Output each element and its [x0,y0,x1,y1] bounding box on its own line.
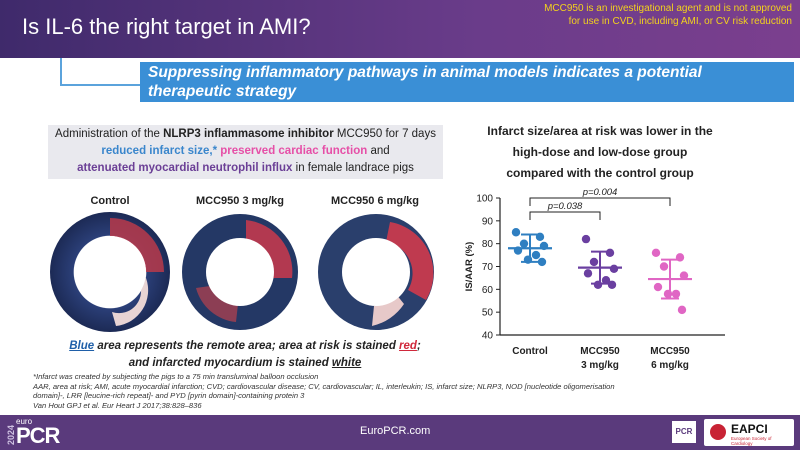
footer-bar: 2024 euro PCR EuroPCR.com PCR EAPCI Euro… [0,415,800,450]
summary-text: MCC950 for 7 days [333,128,436,140]
summary-highlight-inhibitor: NLRP3 inflammasome inhibitor [163,128,334,140]
image-label-control: Control [90,195,130,207]
y-tick-label: 90 [482,216,494,227]
logo-euro: euro [16,417,33,426]
x-tick-label: MCC950 [650,346,690,357]
significance-bracket [529,197,671,206]
heart-section-6mg-image [318,214,434,330]
chart-title-line: compared with the control group [506,166,694,180]
footer-url-link[interactable]: EuroPCR.com [360,425,431,437]
eapci-heart-icon [710,424,726,440]
caption-text: ; [416,340,421,352]
caption-text: area represents the remote area; area at… [94,340,400,352]
y-tick-label: 40 [482,331,494,342]
data-point [675,253,685,262]
data-point [677,305,687,315]
data-point [605,248,615,257]
data-point [663,289,673,299]
y-axis-label: IS/AAR (%) [464,242,475,292]
infarct-size-chart: 40 50 60 70 80 90 100 IS/AAR (%) Control MCC950 3 … [464,187,725,371]
data-point [511,228,521,237]
data-point [679,271,689,280]
data-point [609,264,619,273]
caption-red-word: red [399,340,417,352]
image-label-3mg: MCC950 3 mg/kg [195,195,285,207]
footnote-abbreviations: AAR, area at risk; AMI, acute myocardial… [33,381,615,401]
y-tick-label: 70 [482,262,494,273]
data-point [535,232,545,242]
data-point [671,289,681,299]
summary-highlight-infarct: reduced infarct size,* [101,145,218,157]
data-point [531,250,541,260]
data-point [653,282,663,292]
y-tick-label: 100 [476,194,493,205]
header-bar: Is IL-6 the right target in AMI? MCC950 … [0,0,800,58]
data-point [581,234,591,244]
caption-blue-word: Blue [69,340,95,352]
footnote-infarct: *Infarct was created by subjecting the p… [33,372,319,381]
image-label-6mg: MCC950 6 mg/kg [330,195,420,207]
summary-highlight-cardiac: preserved cardiac function [217,145,368,157]
heart-section-3mg-image [182,214,298,330]
p-value-label: p=0.038 [547,201,583,212]
eapci-logo-subtext: European Society of Cardiology [731,436,772,446]
y-tick-label: 80 [482,239,494,250]
disclaimer-text: MCC950 is an investigational agent and i… [544,3,792,27]
eapci-logo: EAPCI European Society of Cardiology [704,419,794,446]
chart-title-line: high-dose and low-dose group [512,145,688,159]
data-point [519,239,529,248]
summary-text: Administration of the [55,128,164,140]
heart-section-control-image [50,212,170,332]
footnote-reference: Van Hout GPJ et al. Eur Heart J 2017;38:… [33,400,202,410]
data-point [659,262,669,271]
image-caption: Blue area represents the remote area; ar… [40,338,450,372]
data-point [523,255,533,264]
data-point [513,246,523,255]
x-tick-label: 6 mg/kg [651,360,689,371]
y-tick-label: 60 [482,285,494,296]
data-point [539,241,549,251]
europcr-logo: PCR [16,423,60,448]
data-point [601,276,611,285]
data-point [589,257,599,267]
chart-title: Infarct size/area at risk was lower in t… [470,121,730,184]
eapci-logo-text: EAPCI [731,422,768,436]
summary-text: and [367,145,390,157]
page-title: Is IL-6 the right target in AMI? [22,14,311,39]
significance-bracket [529,211,601,220]
x-tick-label: MCC950 [580,346,620,357]
data-point [607,280,617,289]
footnotes: *Infarct was created by subjecting the p… [33,372,633,410]
x-tick-label: 3 mg/kg [581,360,619,371]
data-point [583,269,593,278]
logo-year: 2024 [6,424,16,445]
chart-title-line: Infarct size/area at risk was lower in t… [487,124,713,138]
data-point [651,248,661,257]
summary-text: in female landrace pigs [292,162,414,174]
y-tick-label: 50 [482,308,494,319]
p-value-label: p=0.004 [582,187,618,198]
summary-highlight-neutrophil: attenuated myocardial neutrophil influx [77,162,293,174]
pcr-logo: PCR [672,421,696,443]
subtitle-banner: Suppressing inflammatory pathways in ani… [140,62,794,102]
summary-box: Administration of the NLRP3 inflammasome… [48,125,443,179]
data-point [537,257,547,267]
data-point [593,280,603,289]
banner-bracket [60,58,144,86]
x-tick-label: Control [512,346,548,357]
caption-text: and infarcted myocardium is stained [128,357,332,369]
caption-white-word: white [331,357,362,369]
